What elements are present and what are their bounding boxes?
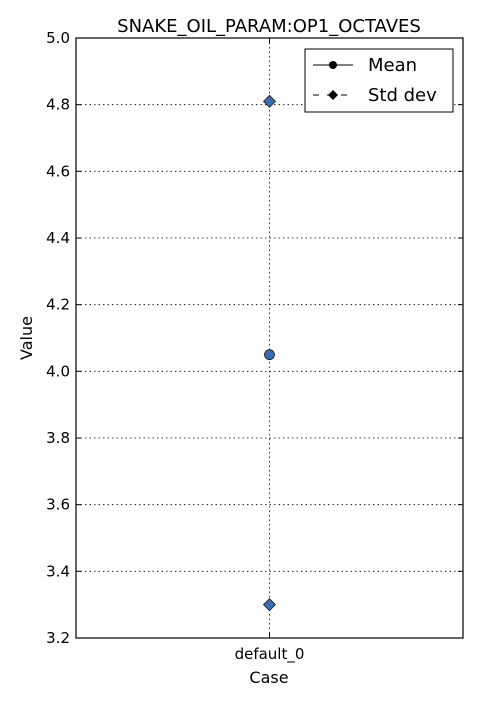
y-tick-label: 3.8: [46, 429, 70, 447]
y-tick-label: 4.0: [46, 362, 70, 380]
x-tick-label: default_0: [235, 645, 305, 664]
legend-mean-marker: [329, 61, 337, 69]
y-tick-label: 3.6: [46, 496, 70, 514]
y-axis-label: Value: [17, 316, 36, 360]
data-markers: [262, 94, 277, 612]
legend-mean-label: Mean: [368, 55, 417, 76]
y-tick-label: 4.6: [46, 162, 70, 180]
plot-frame: [75, 37, 464, 639]
std-dev-point: [262, 94, 277, 108]
y-tick-label: 4.4: [46, 229, 70, 247]
std-dev-point: [262, 598, 277, 612]
y-tick-label: 3.2: [46, 629, 70, 647]
y-tick-label: 3.4: [46, 562, 70, 580]
legend-std-label: Std dev: [368, 85, 437, 106]
legend: Mean Std dev: [304, 48, 454, 113]
y-axis-ticks: 3.2 3.4 3.6 3.8 4.0 4.2 4.4 4.6 4.8 5.0: [46, 29, 463, 647]
mean-point: [264, 349, 275, 361]
legend-box: [304, 48, 454, 113]
x-axis-ticks: default_0: [235, 38, 305, 664]
grid-layer: [76, 38, 463, 638]
x-axis-label: Case: [249, 668, 288, 687]
y-tick-label: 4.8: [46, 96, 70, 114]
y-tick-label: 4.2: [46, 296, 70, 314]
chart-title: SNAKE_OIL_PARAM:OP1_OCTAVES: [117, 16, 421, 37]
y-tick-label: 5.0: [46, 29, 70, 47]
legend-std-marker: [328, 90, 338, 100]
